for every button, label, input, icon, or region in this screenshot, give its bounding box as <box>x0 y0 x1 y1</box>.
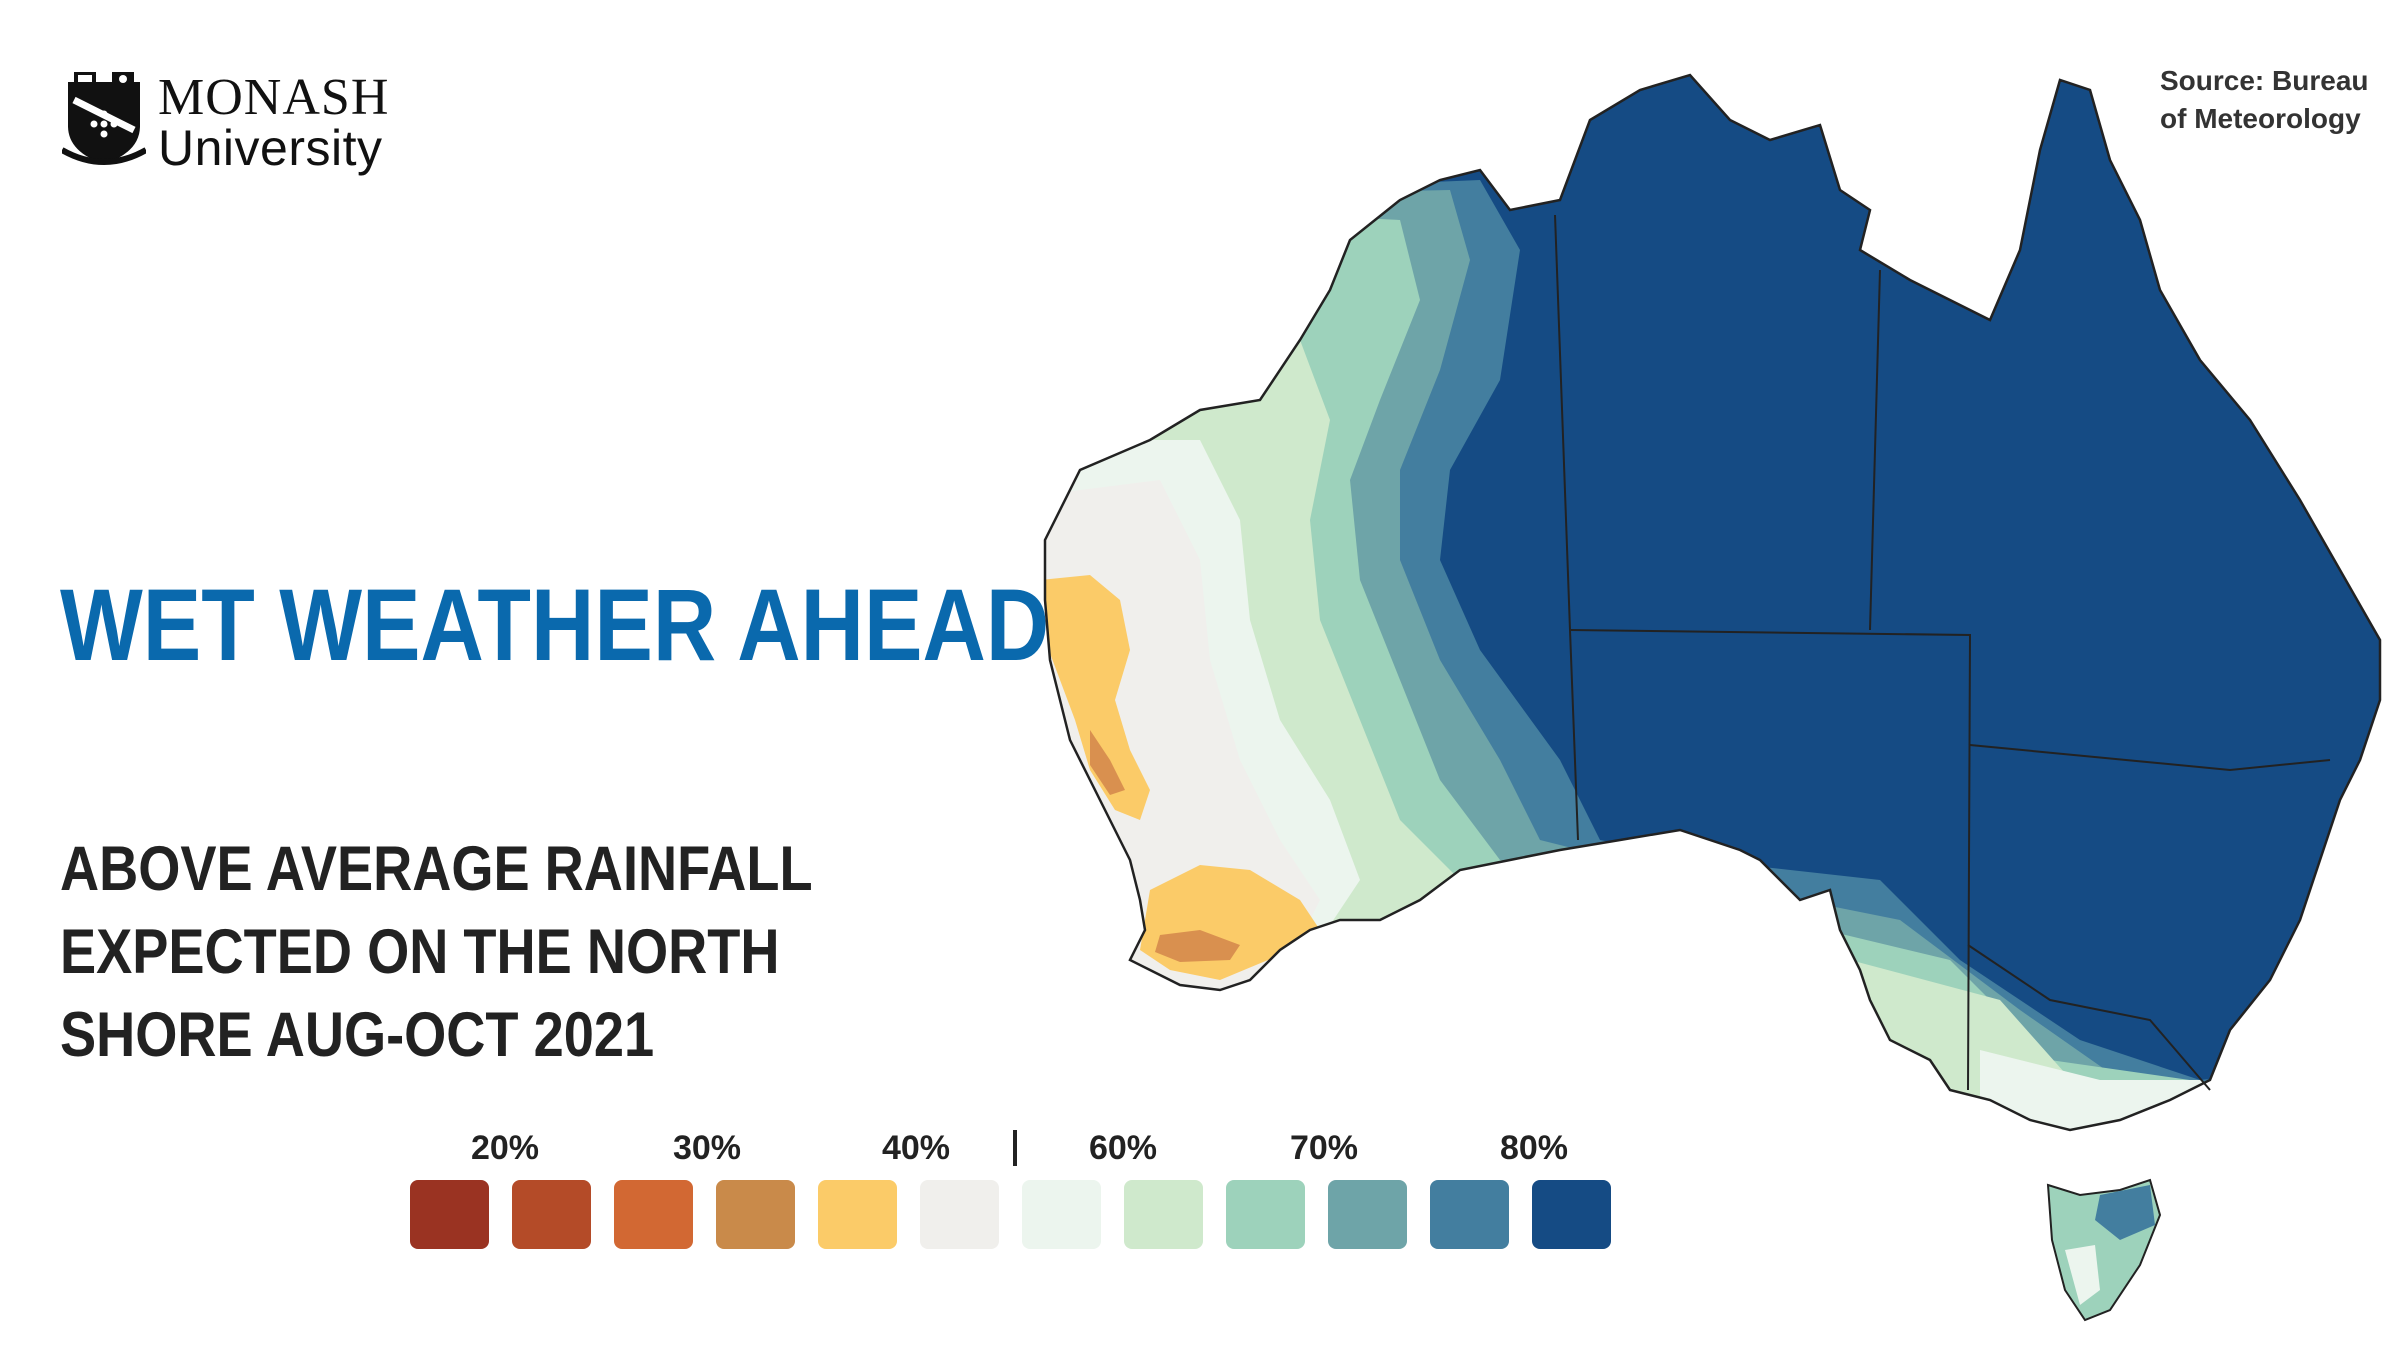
legend-label: 40% <box>881 1129 951 1167</box>
logo-name: MONASH <box>158 69 390 126</box>
legend-swatch <box>512 1180 591 1249</box>
logo-sub: University <box>158 120 383 176</box>
crest-icon <box>62 72 146 165</box>
source-credit: Source: Bureau of Meteorology <box>2160 62 2390 138</box>
legend-swatch <box>410 1180 489 1249</box>
legend-label: 30% <box>672 1129 742 1167</box>
legend-swatch <box>920 1180 999 1249</box>
australia-rainfall-map <box>1043 73 2382 1322</box>
source-line: of Meteorology <box>2160 103 2361 134</box>
legend-swatch <box>818 1180 897 1249</box>
legend-swatch <box>716 1180 795 1249</box>
subheading: ABOVE AVERAGE RAINFALL EXPECTED ON THE N… <box>60 828 834 1077</box>
subheading-line: EXPECTED ON THE NORTH <box>60 917 780 987</box>
subheading-line: ABOVE AVERAGE RAINFALL <box>60 834 813 904</box>
legend-label: 20% <box>470 1129 540 1167</box>
headline: WET WEATHER AHEAD <box>60 568 1050 682</box>
source-line: Source: Bureau <box>2160 65 2369 96</box>
subheading-line: SHORE AUG-OCT 2021 <box>60 1000 655 1070</box>
monash-logo: MONASH University <box>62 70 422 180</box>
legend-swatch <box>614 1180 693 1249</box>
